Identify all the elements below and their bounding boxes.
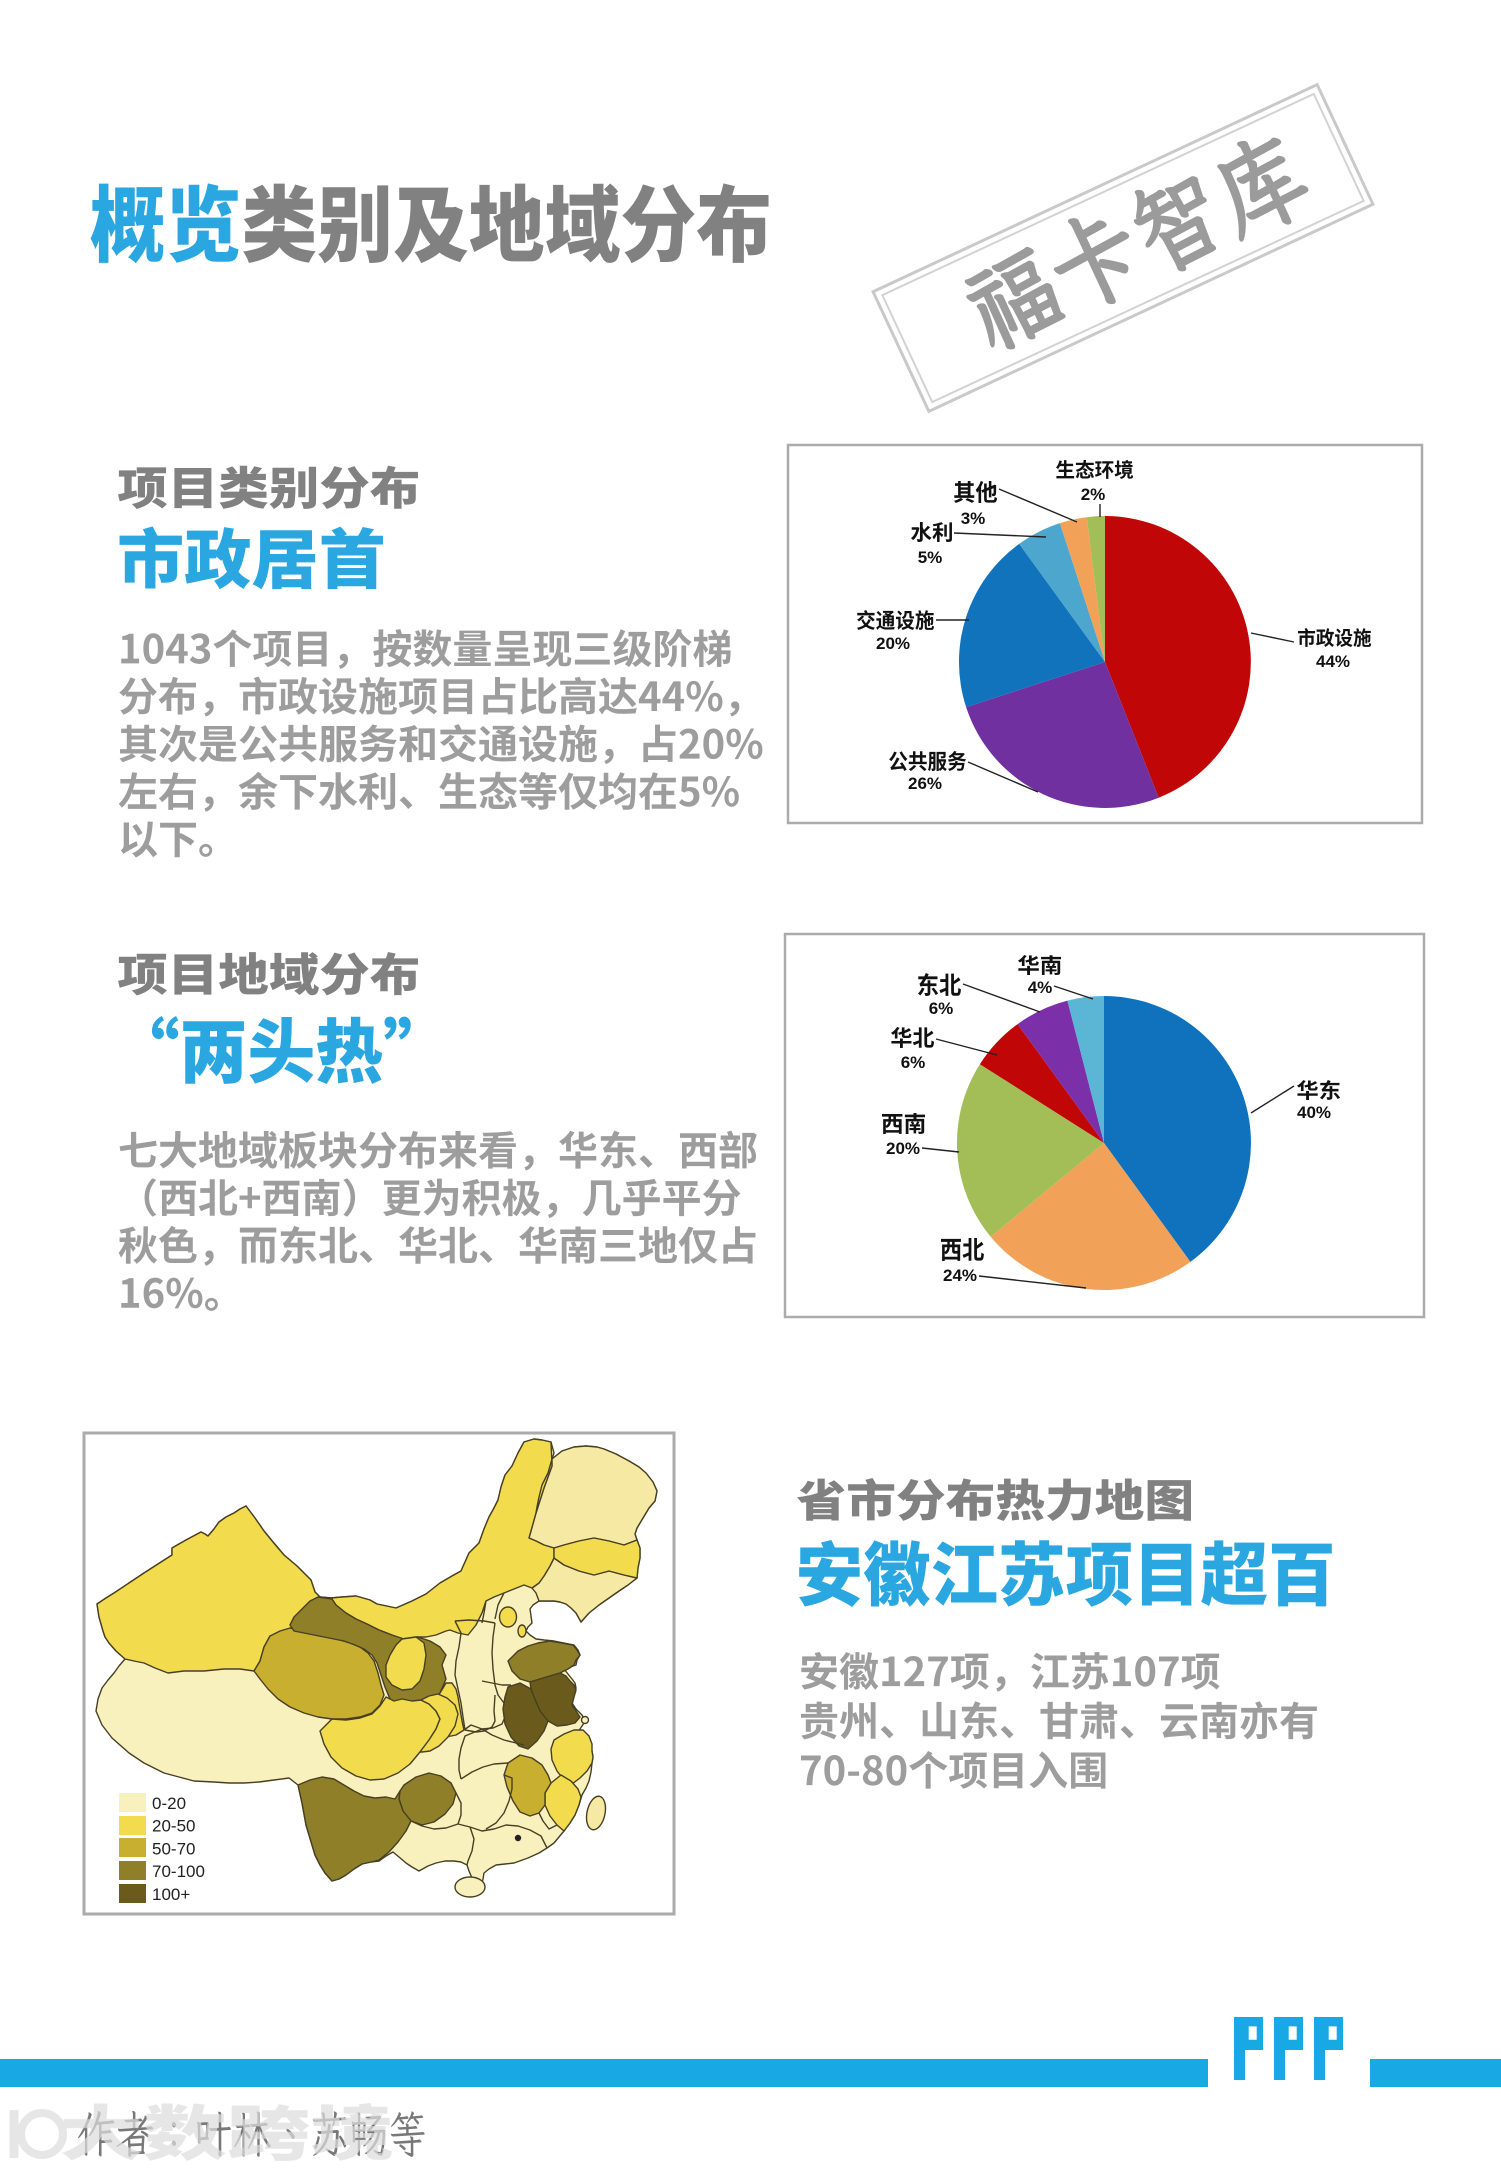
- svg-text:20-50: 20-50: [152, 1817, 195, 1836]
- svg-text:44%: 44%: [1316, 652, 1350, 671]
- svg-text:2%: 2%: [1081, 485, 1106, 504]
- svg-text:20%: 20%: [876, 634, 910, 653]
- svg-text:70-100: 70-100: [152, 1862, 205, 1881]
- svg-text:50-70: 50-70: [152, 1839, 195, 1858]
- svg-text:6%: 6%: [901, 1053, 926, 1072]
- svg-text:20%: 20%: [886, 1139, 920, 1158]
- svg-text:5%: 5%: [918, 548, 943, 567]
- svg-text:3%: 3%: [961, 509, 986, 528]
- svg-text:4%: 4%: [1028, 978, 1053, 997]
- svg-text:40%: 40%: [1297, 1103, 1331, 1122]
- svg-text:100+: 100+: [152, 1885, 190, 1904]
- svg-text:6%: 6%: [929, 999, 954, 1018]
- svg-text:24%: 24%: [943, 1266, 977, 1285]
- svg-text:26%: 26%: [908, 774, 942, 793]
- svg-text:0-20: 0-20: [152, 1794, 186, 1813]
